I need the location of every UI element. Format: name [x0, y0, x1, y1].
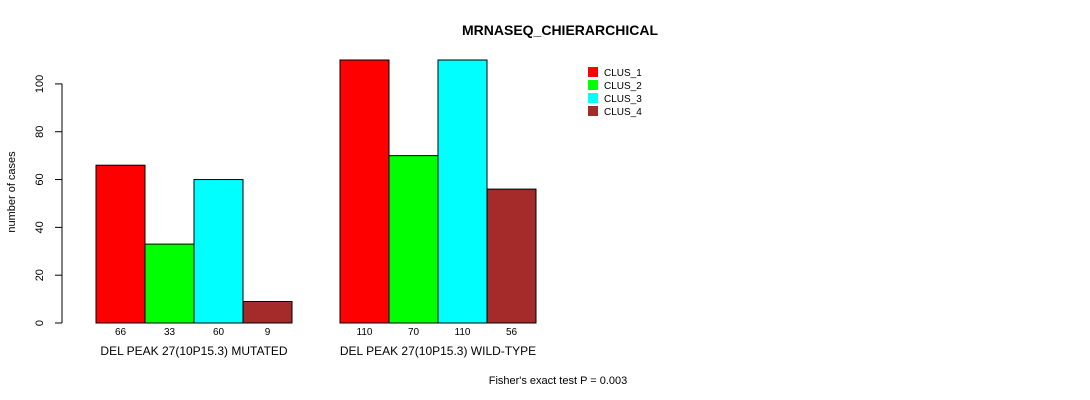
bar-value-label: 70 — [408, 327, 420, 338]
y-tick-label: 60 — [34, 173, 46, 185]
bar-value-label: 110 — [455, 327, 471, 338]
legend-swatch — [588, 67, 598, 77]
group-label: DEL PEAK 27(10P15.3) WILD-TYPE — [340, 344, 536, 358]
y-axis: 0 20 40 60 80 100 — [34, 75, 63, 326]
bars: 66 33 60 9 DEL PEAK 27(10P15.3) MUTATED 110 70… — [95, 59, 537, 358]
bar — [437, 59, 488, 324]
bar — [193, 179, 244, 324]
group-label: DEL PEAK 27(10P15.3) MUTATED — [100, 344, 288, 358]
bar — [339, 59, 390, 324]
legend-swatch — [588, 106, 598, 116]
legend-swatch — [588, 80, 598, 90]
y-tick-label: 40 — [34, 221, 46, 233]
bar-value-label: 60 — [213, 327, 225, 338]
bar — [242, 300, 293, 324]
legend: CLUS_1 CLUS_2 CLUS_3 CLUS_4 — [588, 67, 642, 118]
chart-title: MRNASEQ_CHIERARCHICAL — [462, 22, 658, 38]
bar-value-label: 56 — [506, 327, 518, 338]
bar-value-label: 110 — [357, 327, 373, 338]
y-tick-label: 80 — [34, 126, 46, 138]
bar — [486, 188, 537, 324]
legend-label: CLUS_1 — [604, 68, 642, 79]
bar-value-label: 9 — [265, 327, 271, 338]
bar — [388, 155, 439, 324]
y-tick-label: 20 — [34, 269, 46, 281]
fisher-test-annotation: Fisher's exact test P = 0.003 — [489, 375, 628, 387]
legend-label: CLUS_4 — [604, 107, 642, 118]
legend-label: CLUS_2 — [604, 81, 642, 92]
bar — [144, 243, 195, 324]
y-axis-label: number of cases — [6, 151, 18, 233]
legend-label: CLUS_3 — [604, 94, 642, 105]
y-tick-label: 0 — [34, 320, 46, 326]
legend-swatch — [588, 93, 598, 103]
bar-value-label: 66 — [115, 327, 127, 338]
bar-value-label: 33 — [164, 327, 176, 338]
bar — [95, 164, 146, 324]
y-tick-label: 100 — [34, 75, 46, 93]
